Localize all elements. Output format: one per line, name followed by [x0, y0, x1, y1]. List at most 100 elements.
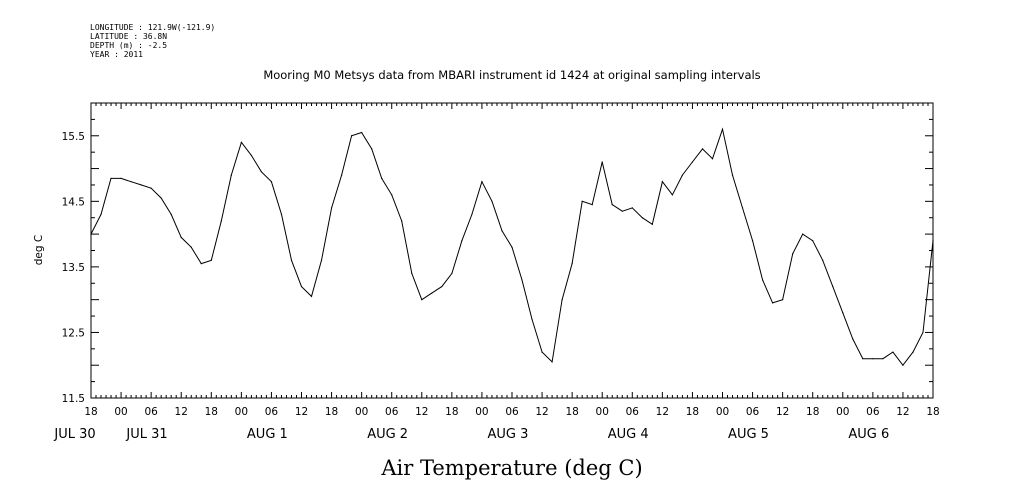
day-label: AUG 1 — [247, 427, 288, 442]
data-point — [340, 174, 343, 176]
data-point — [180, 236, 182, 238]
data-point — [461, 240, 463, 242]
x-tick-labels: 18 00 06 12 18 00 06 12 18 00 06 12 18 00 06 12 18 00 06 12… — [84, 406, 939, 418]
data-point — [882, 358, 884, 360]
data-point — [842, 312, 844, 314]
x-axis-label: Air Temperature (deg C) — [380, 456, 642, 480]
day-label: AUG 6 — [848, 427, 889, 442]
data-point — [421, 299, 423, 301]
data-point — [481, 181, 483, 183]
x-tick-label: 06 — [626, 406, 640, 418]
axis-ticks — [90, 102, 934, 399]
data-point — [280, 213, 283, 216]
day-label: AUG 4 — [608, 427, 649, 442]
data-point — [852, 338, 854, 340]
data-point — [130, 181, 132, 183]
data-point — [411, 272, 413, 275]
data-point — [190, 246, 192, 248]
x-tick-label: 00 — [836, 406, 849, 418]
x-tick-label: 12 — [776, 406, 789, 418]
data-point — [120, 177, 122, 179]
data-point — [922, 331, 924, 334]
x-tick-label: 12 — [295, 406, 308, 418]
data-point — [160, 197, 162, 199]
year-label: YEAR : 2011 — [90, 50, 143, 59]
data-point — [170, 213, 172, 216]
data-point — [681, 174, 684, 176]
data-point — [100, 213, 102, 216]
data-point — [290, 259, 293, 261]
x-tick-label: 12 — [175, 406, 188, 418]
data-point — [872, 358, 874, 360]
y-tick-labels: 11.5 12.5 13.5 14.5 15.5 — [62, 131, 85, 405]
x-tick-label: 12 — [896, 406, 909, 418]
data-point — [270, 181, 273, 183]
data-point — [521, 279, 523, 281]
data-point — [90, 233, 92, 235]
data-point — [601, 161, 603, 163]
day-label: AUG 3 — [487, 427, 528, 442]
x-tick-label: 12 — [656, 406, 669, 418]
data-point — [802, 233, 804, 235]
data-point — [230, 174, 232, 176]
data-point — [240, 141, 242, 143]
data-point — [401, 220, 403, 222]
data-point — [621, 210, 623, 212]
x-tick-label: 00 — [475, 406, 488, 418]
data-point — [691, 161, 694, 163]
data-point — [471, 213, 473, 216]
x-tick-label: 18 — [325, 406, 338, 418]
data-point — [812, 240, 814, 242]
data-point — [300, 285, 303, 288]
data-point — [731, 174, 734, 176]
data-point — [912, 351, 914, 353]
data-point — [751, 240, 754, 242]
data-point — [150, 187, 152, 189]
data-point — [832, 285, 834, 288]
x-tick-label: 18 — [806, 406, 819, 418]
data-point — [260, 171, 263, 173]
data-point — [541, 351, 543, 353]
y-tick-label: 12.5 — [62, 327, 85, 339]
data-point — [310, 295, 313, 297]
data-point — [210, 259, 212, 261]
data-point — [631, 207, 633, 209]
data-point — [511, 246, 513, 248]
data-point — [822, 259, 824, 261]
x-tick-label: 06 — [144, 406, 158, 418]
depth-label: DEPTH (m) : -2.5 — [90, 41, 167, 50]
x-tick-label: 18 — [565, 406, 578, 418]
day-label: JUL 30 — [53, 427, 95, 442]
x-tick-label: 06 — [385, 406, 399, 418]
data-point — [441, 285, 443, 288]
data-point — [721, 128, 724, 130]
data-point — [371, 148, 373, 150]
data-point — [330, 207, 333, 209]
data-point — [200, 263, 202, 265]
data-point — [641, 217, 643, 219]
x-tick-label: 18 — [445, 406, 458, 418]
x-tick-label: 06 — [505, 406, 519, 418]
data-point — [501, 230, 503, 232]
data-point — [351, 135, 353, 137]
y-axis-label: deg C — [33, 235, 45, 265]
data-point — [892, 351, 894, 353]
data-point — [761, 279, 764, 281]
data-point — [862, 358, 864, 360]
data-point — [741, 207, 744, 209]
data-point — [571, 263, 573, 265]
x-tick-label: 18 — [205, 406, 218, 418]
data-point — [561, 299, 563, 301]
y-tick-label: 11.5 — [62, 393, 85, 405]
data-point — [391, 194, 393, 196]
data-point — [661, 181, 663, 183]
data-point — [250, 154, 252, 157]
data-point — [581, 200, 583, 202]
data-points — [90, 128, 934, 366]
x-tick-label: 06 — [265, 406, 279, 418]
x-tick-label: 18 — [84, 406, 97, 418]
x-tick-label: 06 — [866, 406, 880, 418]
chart-title: Mooring M0 Metsys data from MBARI instru… — [263, 68, 760, 82]
data-point — [361, 131, 363, 134]
